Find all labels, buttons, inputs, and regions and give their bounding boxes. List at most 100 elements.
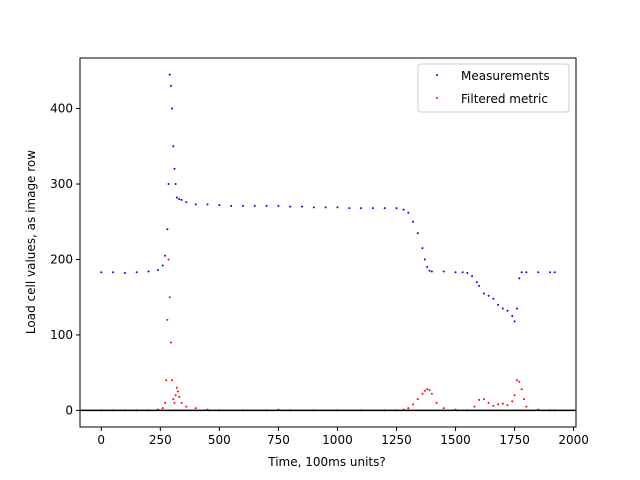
filtered-metric-point: [421, 392, 424, 395]
measurements-point: [112, 271, 115, 274]
filtered-metric-point: [473, 405, 476, 408]
measurements-point: [506, 309, 509, 312]
measurements-point: [513, 320, 516, 323]
measurements-point: [185, 201, 188, 204]
measurements-point: [520, 271, 523, 274]
measurements-point: [395, 207, 398, 210]
filtered-metric-point: [173, 401, 176, 404]
measurements-point: [475, 281, 478, 284]
measurements-point: [442, 270, 445, 273]
measurements-point: [454, 271, 457, 274]
measurements-point: [412, 220, 415, 223]
measurements-point: [402, 208, 405, 211]
filtered-metric-point: [520, 388, 523, 391]
filtered-metric-point: [407, 407, 410, 410]
filtered-metric-point: [165, 379, 168, 382]
legend-label-filtered: Filtered metric: [461, 92, 548, 106]
y-axis-ticks: 0 100 200 300 400: [50, 102, 80, 417]
measurements-point: [549, 271, 552, 274]
filtered-metric-point: [194, 407, 197, 410]
measurements-point: [147, 270, 150, 273]
x-tick-label: 1000: [322, 433, 353, 447]
filtered-metric-point: [164, 401, 167, 404]
measurements-point: [230, 204, 233, 207]
filtered-metric-point: [185, 405, 188, 408]
measurements-point: [265, 204, 268, 207]
filtered-metric-point: [478, 398, 481, 401]
measurements-point: [553, 271, 556, 274]
filtered-metric-point: [426, 388, 429, 391]
measurements-point: [416, 232, 419, 235]
filtered-metric-point: [161, 407, 164, 410]
filtered-metric-point: [178, 395, 181, 398]
filtered-metric-point: [518, 380, 521, 383]
measurements-point: [428, 269, 431, 272]
measurements-point: [175, 196, 178, 199]
filtered-metric-point: [423, 389, 426, 392]
x-tick-label: 750: [267, 433, 290, 447]
measurements-point: [172, 145, 175, 148]
x-axis-ticks: 0 250 500 750 1000 1250 1500 1750 2000: [97, 427, 589, 447]
measurements-point: [501, 307, 504, 310]
x-tick-label: 2000: [558, 433, 589, 447]
measurements-point: [360, 207, 363, 210]
filtered-metric-point: [435, 401, 438, 404]
plot-frame: [79, 57, 577, 428]
measurements-point: [178, 198, 181, 201]
measurements-point: [100, 271, 103, 274]
filtered-metric-point: [180, 401, 183, 404]
x-tick-label: 0: [97, 433, 105, 447]
measurements-point: [289, 205, 292, 208]
measurements-point: [324, 206, 327, 209]
measurements-point: [277, 204, 280, 207]
measurements-point: [383, 207, 386, 210]
measurements-point: [253, 204, 256, 207]
measurements-point: [171, 107, 174, 110]
measurements-point: [423, 258, 426, 261]
measurements-point: [482, 292, 485, 295]
measurements-point: [426, 266, 429, 269]
legend-marker-filtered: [436, 97, 438, 99]
filtered-metric-point: [416, 398, 419, 401]
measurements-point: [525, 271, 528, 274]
measurements-point: [169, 84, 172, 87]
measurements-point: [156, 269, 159, 272]
measurements-point: [123, 272, 126, 275]
filtered-metric-point: [172, 398, 175, 401]
filtered-metric-point: [482, 398, 485, 401]
measurements-point: [430, 270, 433, 273]
filtered-metric-point: [412, 403, 415, 406]
x-tick-label: 500: [208, 433, 231, 447]
filtered-metric-point: [487, 401, 490, 404]
filtered-metric-point: [167, 258, 170, 261]
filtered-metric-point: [511, 400, 514, 403]
x-tick-label: 1500: [440, 433, 471, 447]
x-axis-label: Time, 100ms units?: [267, 455, 386, 469]
x-tick-label: 250: [149, 433, 172, 447]
legend-marker-measurements: [436, 74, 438, 76]
measurements-point: [511, 315, 514, 318]
measurements-point: [241, 204, 244, 207]
measurements-point: [518, 277, 521, 280]
measurements-point: [301, 205, 304, 208]
measurements-point: [497, 303, 500, 306]
measurements-point: [194, 203, 197, 206]
measurements-point: [492, 297, 495, 300]
filtered-metric-point: [492, 404, 495, 407]
measurements-point: [461, 271, 464, 274]
filtered-metric-point: [525, 405, 528, 408]
measurements-point: [336, 206, 339, 209]
legend-box: [417, 63, 570, 113]
filtered-metric-point: [506, 404, 509, 407]
filtered-metric-point: [513, 394, 516, 397]
filtered-metric-point: [168, 296, 171, 299]
measurements-point: [471, 275, 474, 278]
filtered-metric-point: [177, 390, 180, 393]
measurements-point: [312, 206, 315, 209]
measurements-point: [371, 207, 374, 210]
filtered-metric-point: [515, 379, 518, 382]
filtered-metric-point: [428, 389, 431, 392]
measurements-point: [466, 272, 469, 275]
filtered-metric-point: [169, 341, 172, 344]
